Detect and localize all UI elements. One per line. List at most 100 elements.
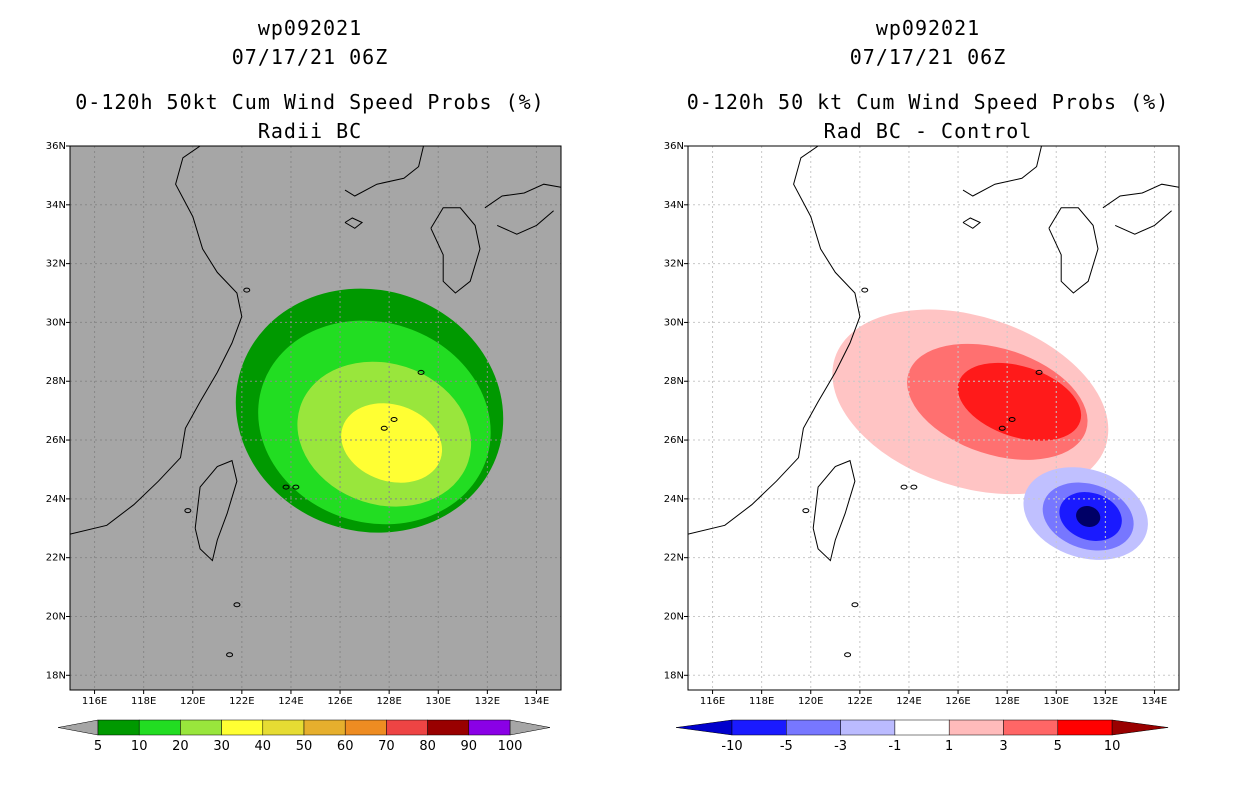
colorbar-label-5: 5 — [94, 739, 102, 754]
coastline-0 — [70, 146, 243, 535]
x-tick-label-134E: 134E — [1142, 696, 1167, 707]
colorbar-label-50: 50 — [296, 739, 313, 754]
colorbar-box-6 — [344, 719, 387, 736]
colorbar-label-1: 1 — [945, 739, 953, 754]
island-6 — [226, 652, 234, 658]
coastline-4 — [1102, 183, 1179, 209]
x-tick-label-126E: 126E — [327, 696, 352, 707]
x-tick-label-116E: 116E — [700, 696, 725, 707]
island-7 — [184, 508, 192, 514]
y-tick-label-22N: 22N — [46, 553, 66, 564]
island-7 — [802, 508, 810, 514]
colorbar-label-100: 100 — [498, 739, 523, 754]
coastline-3 — [1048, 207, 1099, 294]
colorbar-label-90: 90 — [461, 739, 478, 754]
colorbar-box-2 — [840, 719, 896, 736]
x-tick-label-122E: 122E — [847, 696, 872, 707]
x-tick-label-130E: 130E — [426, 696, 451, 707]
coastline-3 — [430, 207, 481, 294]
island-3 — [910, 484, 918, 490]
left-datetime: 07/17/21 06Z — [231, 45, 389, 69]
y-tick-label-20N: 20N — [46, 611, 66, 622]
island-0 — [380, 425, 388, 431]
colorbar-box-4 — [948, 719, 1004, 736]
island-2 — [1035, 369, 1043, 375]
colorbar-box-3 — [894, 719, 950, 736]
x-tick-label-132E: 132E — [1093, 696, 1118, 707]
y-tick-label-18N: 18N — [664, 670, 684, 681]
left-chart-subtitle: Radii BC — [257, 119, 363, 143]
plot-area — [70, 146, 561, 690]
contour-30-40 — [341, 403, 443, 483]
coastline-1 — [812, 459, 856, 562]
x-tick-label-130E: 130E — [1044, 696, 1069, 707]
colorbar-label-80: 80 — [419, 739, 436, 754]
y-tick-label-26N: 26N — [46, 435, 66, 446]
x-tick-label-116E: 116E — [82, 696, 107, 707]
colorbar-box-5 — [303, 719, 346, 736]
colorbar-label-70: 70 — [378, 739, 395, 754]
colorbar-arrow-low — [675, 719, 733, 736]
colorbar-label-5: 5 — [1054, 739, 1062, 754]
colorbar-label--10: -10 — [721, 739, 742, 754]
colorbar-box-0 — [731, 719, 787, 736]
y-tick-label-28N: 28N — [664, 376, 684, 387]
colorbar-label--3: -3 — [834, 739, 847, 754]
x-tick-label-134E: 134E — [524, 696, 549, 707]
y-tick-label-36N: 36N — [664, 141, 684, 152]
coastline-5 — [496, 210, 554, 235]
colorbar-label--5: -5 — [780, 739, 793, 754]
colorbar-box-8 — [427, 719, 470, 736]
x-tick-label-128E: 128E — [994, 696, 1019, 707]
y-tick-label-34N: 34N — [46, 200, 66, 211]
plot-frame — [69, 145, 562, 691]
colorbar-box-7 — [386, 719, 428, 736]
coastline-6 — [344, 217, 364, 229]
x-tick-label-128E: 128E — [376, 696, 401, 707]
colorbar-label-10: 10 — [1104, 739, 1121, 754]
island-4 — [861, 287, 869, 293]
x-tick-label-118E: 118E — [131, 696, 156, 707]
colorbar-box-0 — [97, 719, 140, 736]
coastline-0 — [688, 146, 861, 535]
coastline-6 — [962, 217, 982, 229]
coastline-4 — [484, 183, 561, 209]
colorbar-arrow-high — [1111, 719, 1169, 736]
colorbar-box-1 — [786, 719, 841, 736]
right-storm-id: wp092021 — [875, 16, 981, 40]
colorbar-box-1 — [138, 719, 181, 736]
contour-<-10 — [1076, 506, 1101, 528]
colorbar-arrow-low — [57, 719, 99, 736]
colorbar-box-9 — [468, 719, 511, 736]
y-tick-label-18N: 18N — [46, 670, 66, 681]
x-tick-label-126E: 126E — [945, 696, 970, 707]
right-chart-title: 0-120h 50 kt Cum Wind Speed Probs (%) — [686, 90, 1170, 114]
y-tick-label-36N: 36N — [46, 141, 66, 152]
colorbar-box-2 — [180, 719, 222, 736]
coastline-2 — [962, 146, 1042, 197]
colorbar: -10 -5 -3 -1 1 3 5 10 — [675, 719, 1169, 754]
plot-frame — [687, 145, 1180, 691]
y-tick-label-22N: 22N — [664, 553, 684, 564]
x-tick-label-120E: 120E — [180, 696, 205, 707]
colorbar-label--1: -1 — [888, 739, 901, 754]
colorbar-label-20: 20 — [172, 739, 189, 754]
y-tick-label-34N: 34N — [664, 200, 684, 211]
y-tick-label-26N: 26N — [664, 435, 684, 446]
left-storm-id: wp092021 — [257, 16, 363, 40]
plot-area — [688, 146, 1179, 690]
x-tick-label-122E: 122E — [229, 696, 254, 707]
colorbar-label-3: 3 — [999, 739, 1007, 754]
colorbar-box-6 — [1057, 719, 1113, 736]
island-8 — [900, 484, 908, 490]
x-tick-label-132E: 132E — [475, 696, 500, 707]
x-tick-label-120E: 120E — [798, 696, 823, 707]
island-0 — [998, 425, 1006, 431]
panel-1: 116E 118E 120E 122E 124E 126E 128E 130E 132E 134E… — [664, 141, 1180, 754]
coastline-5 — [1114, 210, 1172, 235]
coastline-1 — [194, 459, 238, 562]
island-8 — [282, 484, 290, 490]
colorbar-label-60: 60 — [337, 739, 354, 754]
island-5 — [851, 602, 859, 608]
